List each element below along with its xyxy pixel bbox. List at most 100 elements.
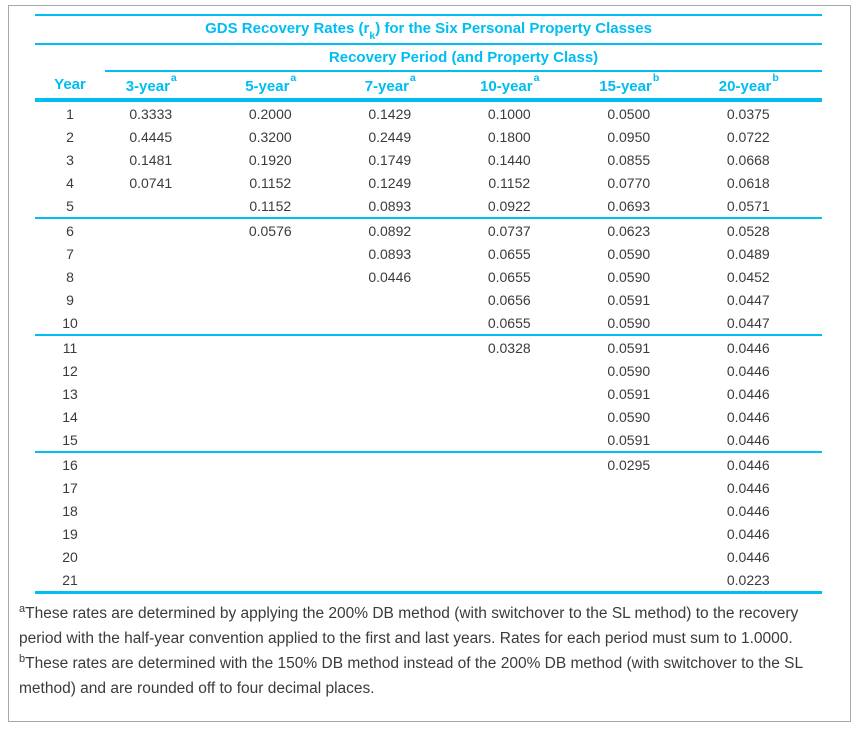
- column-header-label: 7-year: [364, 77, 409, 95]
- table-title: GDS Recovery Rates (rk) for the Six Pers…: [35, 14, 823, 45]
- rate-cell: 0.0950: [607, 128, 651, 145]
- year-cell: 15: [35, 428, 105, 453]
- rate-cell: [225, 359, 345, 382]
- rate-cell: 0.0446: [726, 385, 770, 402]
- year-cell: 21: [35, 568, 105, 594]
- rate-cell: 0.0655: [487, 245, 531, 262]
- rate-cell: [105, 476, 225, 499]
- rate-cell: [464, 405, 584, 428]
- year-cell: 4: [66, 174, 74, 191]
- rate-cell: [344, 545, 464, 568]
- rate-cell: [225, 405, 345, 428]
- table-title-pre: GDS Recovery Rates (r: [205, 19, 370, 37]
- rate-cell: 0.0655: [463, 311, 583, 336]
- column-header-year: Year: [35, 71, 105, 102]
- rate-cell: 0.0722: [726, 128, 770, 145]
- rate-cell: 0.0623: [607, 222, 651, 239]
- rate-cell: 0.0446: [702, 428, 823, 453]
- column-header-label: 10-year: [480, 77, 533, 95]
- table-title-post: ) for the Six Personal Property Classes: [375, 19, 652, 37]
- column-header-footnote-marker: a: [170, 71, 177, 84]
- rate-cell: [464, 359, 584, 382]
- column-header-label: 20-year: [718, 77, 772, 95]
- column-header-20-year: 20-yearb: [702, 71, 823, 102]
- rate-cell: [105, 242, 225, 265]
- rate-cell: 0.0590: [583, 311, 703, 336]
- rate-cell: 0.0328: [487, 339, 531, 356]
- rate-cell: 0.0447: [726, 291, 770, 308]
- year-cell: 13: [62, 385, 78, 402]
- rate-cell: 0.0590: [607, 408, 651, 425]
- rate-cell: [225, 335, 345, 359]
- rate-cell: 0.0655: [487, 268, 531, 285]
- rate-cell: [344, 405, 464, 428]
- column-header-label: 15-year: [599, 77, 652, 95]
- rate-cell: [463, 428, 583, 453]
- rate-cell: [464, 522, 584, 545]
- subtitle-row: Recovery Period (and Property Class): [35, 44, 823, 72]
- year-cell: 3: [66, 151, 74, 168]
- table-row: 5 0.1152 0.0893 0.0922 0.0693 0.0571: [35, 194, 823, 219]
- rate-cell: 0.1152: [224, 194, 344, 219]
- column-header-15-year: 15-yearb: [583, 71, 703, 102]
- column-header-footnote-marker: b: [772, 71, 779, 84]
- table-row: 17 0.0446: [35, 476, 822, 499]
- rate-cell: 0.0571: [702, 194, 823, 219]
- column-header-footnote-marker: b: [652, 71, 660, 84]
- rate-cell: [225, 499, 345, 522]
- column-header-label: 5-year: [245, 77, 290, 95]
- rate-cell: 0.0922: [463, 194, 583, 219]
- table-row: 13 0.0591 0.0446: [35, 382, 822, 405]
- table-row: 2 0.4445 0.3200 0.2449 0.1800 0.0950 0.0722: [35, 125, 822, 148]
- year-cell: 2: [66, 128, 74, 145]
- rate-cell: 0.0591: [607, 291, 651, 308]
- rate-cell: [344, 522, 464, 545]
- table-row: 20 0.0446: [35, 545, 822, 568]
- footnote-a: aThese rates are determined by applying …: [19, 601, 840, 651]
- footnote-a-text: These rates are determined by applying t…: [19, 605, 799, 647]
- rate-cell: 0.1800: [487, 128, 531, 145]
- rate-cell: 0.0446: [726, 339, 770, 356]
- rate-cell: [225, 452, 345, 476]
- table-row: 6 0.0576 0.0892 0.0737 0.0623 0.0528: [35, 218, 822, 242]
- table-row: 9 0.0656 0.0591 0.0447: [35, 288, 822, 311]
- footnote-b-marker: b: [19, 652, 26, 665]
- rate-cell: 0.0737: [487, 222, 531, 239]
- rate-cell: [344, 359, 464, 382]
- column-header-5-year: 5-yeara: [224, 71, 344, 102]
- rate-cell: [344, 311, 464, 336]
- table-row: 21 0.0223: [35, 568, 823, 594]
- rate-cell: [344, 499, 464, 522]
- rate-cell: 0.0618: [726, 174, 770, 191]
- rate-cell: 0.1152: [488, 174, 531, 191]
- year-cell: 6: [66, 222, 74, 239]
- table-row: 7 0.0893 0.0655 0.0590 0.0489: [35, 242, 822, 265]
- column-header-row: Year 3-yeara 5-yeara 7-yeara 10-yeara 15…: [35, 71, 823, 102]
- rate-cell: [105, 522, 225, 545]
- table-row: 1 0.3333 0.2000 0.1429 0.1000 0.0500 0.0375: [35, 100, 822, 125]
- table-row: 4 0.0741 0.1152 0.1249 0.1152 0.0770 0.0618: [35, 171, 822, 194]
- rate-cell: 0.3333: [129, 105, 173, 122]
- rate-cell: [225, 545, 345, 568]
- table-row: 15 0.0591 0.0446: [35, 428, 823, 453]
- column-header-7-year: 7-yeara: [344, 71, 464, 102]
- rate-cell: 0.0528: [726, 222, 770, 239]
- rate-cell: 0.0591: [583, 428, 703, 453]
- rate-cell: [105, 265, 225, 288]
- rate-cell: [583, 499, 703, 522]
- column-header-footnote-marker: a: [290, 71, 297, 84]
- table-row: 16 0.0295 0.0446: [35, 452, 822, 476]
- rate-cell: 0.0656: [487, 291, 531, 308]
- rate-cell: 0.0446: [726, 525, 770, 542]
- year-cell: 8: [66, 268, 74, 285]
- table-row: 12 0.0590 0.0446: [35, 359, 822, 382]
- table-row: 14 0.0590 0.0446: [35, 405, 822, 428]
- rate-cell: [464, 545, 584, 568]
- year-cell: 18: [62, 502, 78, 519]
- table-row: 3 0.1481 0.1920 0.1749 0.1440 0.0855 0.0668: [35, 148, 822, 171]
- rate-cell: 0.0893: [368, 245, 412, 262]
- rate-cell: 0.0295: [607, 456, 651, 473]
- footnote-b-text: These rates are determined with the 150%…: [19, 655, 803, 697]
- rate-cell: 0.0591: [607, 385, 651, 402]
- rate-cell: 0.1440: [487, 151, 531, 168]
